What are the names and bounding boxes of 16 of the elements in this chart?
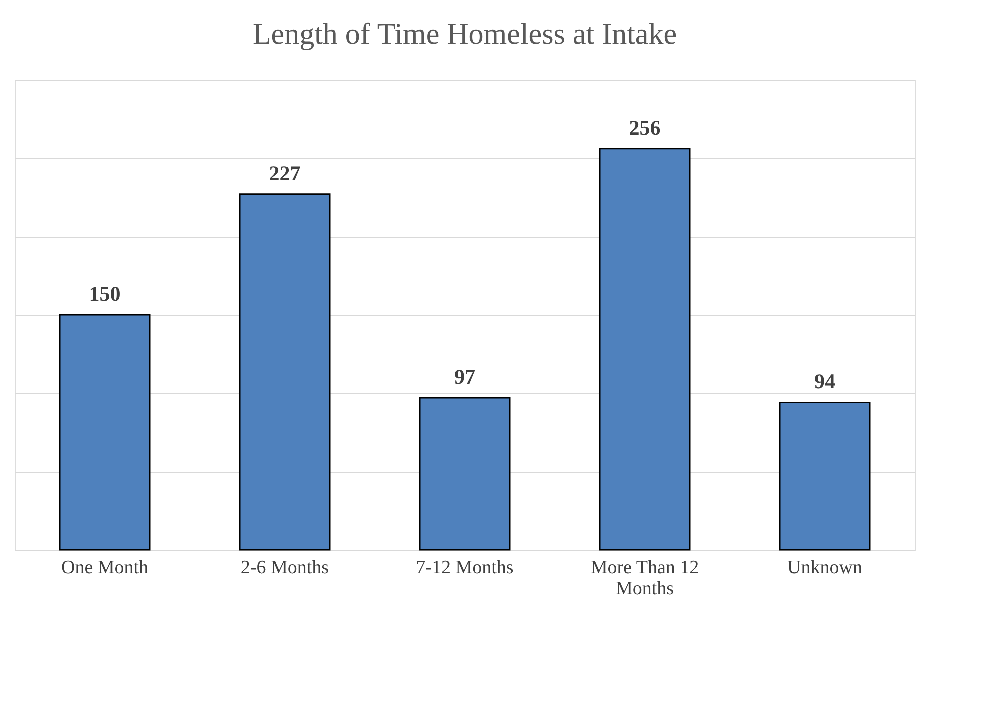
bar (419, 397, 511, 551)
data-label: 97 (454, 365, 476, 390)
data-label: 256 (629, 116, 661, 140)
data-label: 94 (814, 370, 836, 394)
bar (599, 148, 691, 551)
bar (779, 402, 871, 551)
chart-title: Length of Time Homeless at Intake (252, 18, 678, 51)
data-label: 227 (269, 161, 301, 186)
x-tick-label: More Than 12 Months (590, 558, 700, 600)
x-tick-label: 2-6 Months (240, 558, 330, 578)
bar (59, 314, 151, 551)
bar (239, 194, 331, 551)
data-label: 150 (89, 282, 121, 306)
x-tick-label: One Month (61, 558, 150, 578)
x-tick-label: 7-12 Months (416, 558, 514, 578)
x-tick-label: Unknown (788, 558, 863, 578)
